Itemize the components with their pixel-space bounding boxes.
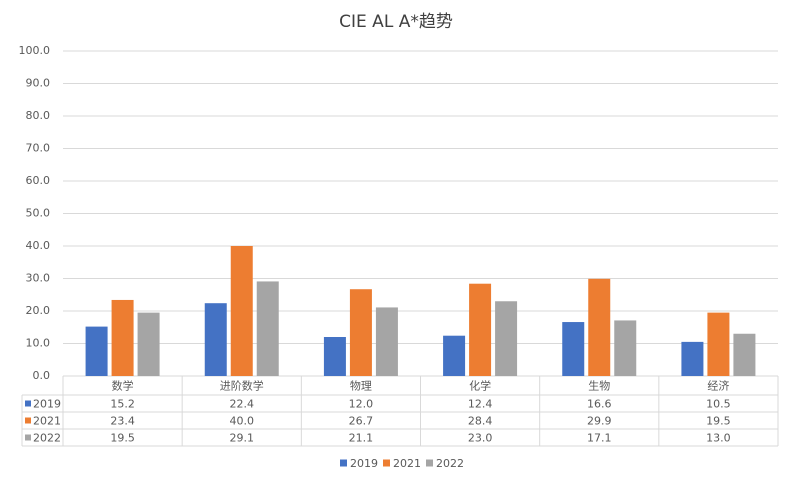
legend-label: 2022	[436, 457, 464, 470]
table-cell: 28.4	[468, 415, 493, 428]
legend-swatch	[383, 459, 390, 467]
table-cell: 16.6	[587, 398, 612, 411]
x-tick-label: 化学	[469, 379, 491, 393]
y-tick-label: 60.0	[26, 174, 51, 187]
x-tick-label: 数学	[112, 379, 134, 393]
table-cell: 19.5	[110, 432, 135, 445]
table-row-label: 2021	[33, 415, 61, 428]
bar	[443, 335, 466, 376]
bar	[614, 320, 637, 376]
bar	[256, 281, 279, 376]
table-cell: 26.7	[349, 415, 374, 428]
y-tick-label: 80.0	[26, 109, 51, 122]
y-tick-label: 50.0	[26, 207, 51, 220]
y-tick-label: 100.0	[19, 44, 51, 57]
bar	[111, 299, 134, 376]
table-cell: 22.4	[230, 398, 255, 411]
table-row-label: 2022	[33, 432, 61, 445]
bar	[204, 303, 227, 376]
y-tick-label: 20.0	[26, 304, 51, 317]
bar	[375, 307, 398, 376]
table-cell: 40.0	[230, 415, 255, 428]
y-tick-label: 0.0	[33, 369, 51, 382]
table-swatch	[25, 400, 31, 407]
y-tick-label: 70.0	[26, 142, 51, 155]
bar	[562, 322, 585, 376]
table-cell: 21.1	[349, 432, 374, 445]
bar	[733, 333, 756, 376]
bar	[230, 246, 253, 376]
bar	[707, 312, 730, 376]
bar	[349, 289, 372, 376]
bar	[495, 301, 518, 376]
table-cell: 15.2	[110, 398, 135, 411]
legend-label: 2021	[393, 457, 421, 470]
bar	[323, 337, 346, 376]
bar	[137, 312, 160, 376]
bar	[681, 341, 704, 376]
y-tick-label: 10.0	[26, 337, 51, 350]
table-cell: 19.5	[706, 415, 731, 428]
table-cell: 10.5	[706, 398, 731, 411]
y-tick-label: 30.0	[26, 272, 51, 285]
x-tick-label: 物理	[350, 379, 372, 393]
legend-label: 2019	[350, 457, 378, 470]
table-cell: 13.0	[706, 432, 731, 445]
table-swatch	[25, 417, 31, 424]
x-tick-label: 进阶数学	[220, 379, 264, 393]
table-cell: 17.1	[587, 432, 612, 445]
y-tick-label: 40.0	[26, 239, 51, 252]
x-tick-label: 生物	[588, 379, 610, 393]
bar	[85, 326, 108, 376]
bar	[469, 283, 492, 376]
table-cell: 12.4	[468, 398, 493, 411]
y-tick-label: 90.0	[26, 77, 51, 90]
table-swatch	[25, 434, 31, 441]
table-cell: 23.0	[468, 432, 493, 445]
table-cell: 12.0	[349, 398, 374, 411]
bar	[588, 278, 611, 376]
table-cell: 29.1	[230, 432, 255, 445]
table-cell: 23.4	[110, 415, 135, 428]
table-row-label: 2019	[33, 398, 61, 411]
chart-title: CIE AL A*趋势	[339, 12, 453, 32]
legend-swatch	[340, 459, 347, 467]
legend-swatch	[426, 459, 433, 467]
table-cell: 29.9	[587, 415, 612, 428]
x-tick-label: 经济	[707, 379, 729, 393]
